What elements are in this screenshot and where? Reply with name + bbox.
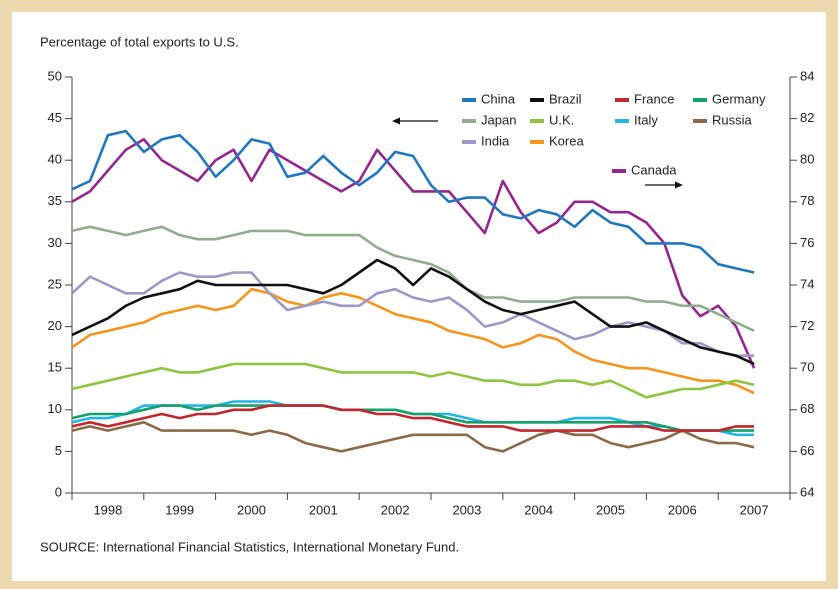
y-tick-label: 40 — [48, 152, 62, 167]
y2-tick-label: 84 — [800, 68, 814, 83]
series-line — [71, 258, 755, 366]
x-tick-label: 2002 — [381, 502, 410, 517]
y2-tick-label: 82 — [800, 110, 814, 125]
series-line — [71, 404, 755, 432]
x-tick-label: 2005 — [596, 502, 625, 517]
arrow-head — [392, 117, 400, 125]
source-note: SOURCE: International Financial Statisti… — [40, 539, 459, 554]
panel — [12, 12, 826, 581]
y-tick-label: 35 — [48, 193, 62, 208]
legend-label: China — [481, 91, 516, 106]
legend-label: Canada — [631, 162, 677, 177]
legend-label: Japan — [481, 112, 516, 127]
legend-label: U.K. — [549, 112, 574, 127]
legend-label: Korea — [549, 133, 584, 148]
y2-tick-label: 74 — [800, 276, 814, 291]
y2-tick-label: 66 — [800, 443, 814, 458]
y-tick-label: 15 — [48, 360, 62, 375]
legend-label: India — [481, 133, 510, 148]
series-line — [71, 225, 755, 332]
x-tick-label: 2001 — [309, 502, 338, 517]
x-tick-label: 2000 — [237, 502, 266, 517]
y2-tick-label: 80 — [800, 152, 814, 167]
series-line — [71, 287, 755, 395]
series-line — [71, 138, 756, 369]
y-tick-label: 0 — [55, 484, 62, 499]
x-tick-label: 1999 — [165, 502, 194, 517]
series-line — [71, 129, 755, 274]
y2-tick-label: 72 — [800, 318, 814, 333]
y2-tick-label: 70 — [800, 360, 814, 375]
y2-tick-label: 64 — [800, 484, 814, 499]
legend-label: Russia — [712, 112, 753, 127]
series-line — [71, 362, 755, 399]
arrow-head — [675, 181, 683, 189]
legend-label: France — [634, 91, 674, 106]
legend-label: Brazil — [549, 91, 582, 106]
y2-tick-label: 68 — [800, 401, 814, 416]
series-line — [71, 271, 755, 357]
y-tick-label: 20 — [48, 318, 62, 333]
y-tick-label: 30 — [48, 235, 62, 250]
y-tick-label: 5 — [55, 443, 62, 458]
x-tick-label: 1998 — [93, 502, 122, 517]
legend-label: Italy — [634, 112, 658, 127]
y-tick-label: 50 — [48, 68, 62, 83]
x-tick-label: 2004 — [524, 502, 553, 517]
y2-tick-label: 76 — [800, 235, 814, 250]
legend-label: Germany — [712, 91, 766, 106]
x-tick-label: 2003 — [452, 502, 481, 517]
y-axis-title: Percentage of total exports to U.S. — [40, 34, 239, 49]
x-tick-label: 2006 — [668, 502, 697, 517]
y-tick-label: 45 — [48, 110, 62, 125]
x-tick-label: 2007 — [740, 502, 769, 517]
series-line — [71, 404, 755, 432]
y-tick-label: 25 — [48, 276, 62, 291]
y-tick-label: 10 — [48, 401, 62, 416]
series-line — [71, 421, 755, 453]
y2-tick-label: 78 — [800, 193, 814, 208]
